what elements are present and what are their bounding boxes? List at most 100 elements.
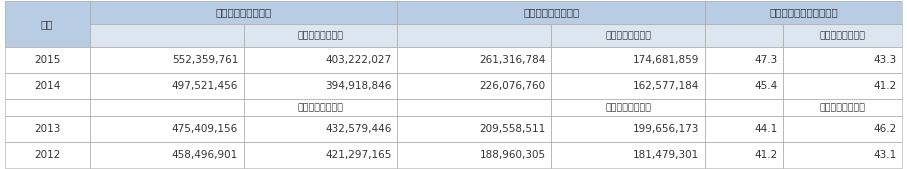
Text: 2014: 2014 bbox=[34, 81, 61, 91]
Bar bbox=[551, 73, 705, 99]
Text: 47.3: 47.3 bbox=[755, 55, 777, 65]
Bar bbox=[90, 142, 244, 168]
Text: 209,558,511: 209,558,511 bbox=[480, 124, 546, 134]
Bar bbox=[5, 73, 90, 99]
Bar bbox=[397, 1, 705, 24]
Bar bbox=[783, 73, 902, 99]
Bar bbox=[705, 99, 783, 116]
Bar bbox=[705, 99, 783, 116]
Text: 2012: 2012 bbox=[34, 150, 61, 160]
Text: 226,076,760: 226,076,760 bbox=[480, 81, 546, 91]
Bar bbox=[397, 142, 551, 168]
Bar bbox=[783, 99, 902, 116]
Bar bbox=[5, 99, 90, 116]
Bar bbox=[705, 73, 783, 99]
Bar bbox=[5, 142, 90, 168]
Bar bbox=[551, 24, 705, 47]
Bar bbox=[397, 73, 551, 99]
Text: 432,579,446: 432,579,446 bbox=[326, 124, 392, 134]
Text: 41.2: 41.2 bbox=[873, 81, 897, 91]
Bar bbox=[90, 24, 244, 47]
Text: 174,681,859: 174,681,859 bbox=[633, 55, 699, 65]
Text: 43.1: 43.1 bbox=[873, 150, 897, 160]
Bar bbox=[551, 47, 705, 73]
Text: うち改善促進手続: うち改善促進手続 bbox=[605, 31, 651, 40]
Bar bbox=[244, 142, 397, 168]
Bar bbox=[783, 142, 902, 168]
Text: 全申請・届出等件数: 全申請・届出等件数 bbox=[216, 8, 272, 18]
Bar bbox=[244, 24, 397, 47]
Bar bbox=[90, 47, 244, 73]
Text: 2013: 2013 bbox=[34, 124, 61, 134]
Text: うち改善促進手続: うち改善促進手続 bbox=[297, 31, 344, 40]
Bar bbox=[397, 47, 551, 73]
Bar bbox=[551, 47, 705, 73]
Bar bbox=[5, 99, 90, 116]
Text: 43.3: 43.3 bbox=[873, 55, 897, 65]
Bar bbox=[244, 47, 397, 73]
Text: 188,960,305: 188,960,305 bbox=[480, 150, 546, 160]
Bar bbox=[397, 99, 551, 116]
Text: 421,297,165: 421,297,165 bbox=[326, 150, 392, 160]
Bar bbox=[90, 99, 244, 116]
Bar bbox=[783, 142, 902, 168]
Bar bbox=[551, 116, 705, 142]
Bar bbox=[397, 24, 551, 47]
Text: 552,359,761: 552,359,761 bbox=[171, 55, 239, 65]
Text: オンライン利用件数: オンライン利用件数 bbox=[523, 8, 580, 18]
Text: 46.2: 46.2 bbox=[873, 124, 897, 134]
Bar bbox=[551, 24, 705, 47]
Bar bbox=[90, 99, 244, 116]
Text: （うち重点手続）: （うち重点手続） bbox=[820, 103, 865, 112]
Text: 497,521,456: 497,521,456 bbox=[171, 81, 239, 91]
Bar bbox=[705, 47, 783, 73]
Bar bbox=[90, 73, 244, 99]
Bar bbox=[90, 47, 244, 73]
Text: （うち重点手続）: （うち重点手続） bbox=[605, 103, 651, 112]
Bar bbox=[244, 47, 397, 73]
Bar bbox=[397, 47, 551, 73]
Bar bbox=[90, 1, 397, 24]
Text: 2015: 2015 bbox=[34, 55, 61, 65]
Bar bbox=[90, 73, 244, 99]
Bar bbox=[5, 47, 90, 73]
Bar bbox=[5, 116, 90, 142]
Bar bbox=[397, 116, 551, 142]
Text: 181,479,301: 181,479,301 bbox=[633, 150, 699, 160]
Bar bbox=[551, 116, 705, 142]
Bar bbox=[551, 99, 705, 116]
Text: 403,222,027: 403,222,027 bbox=[326, 55, 392, 65]
Bar bbox=[244, 99, 397, 116]
Bar bbox=[783, 99, 902, 116]
Text: 475,409,156: 475,409,156 bbox=[171, 124, 239, 134]
Bar bbox=[5, 142, 90, 168]
Bar bbox=[705, 24, 783, 47]
Bar bbox=[90, 116, 244, 142]
Bar bbox=[705, 47, 783, 73]
Text: 44.1: 44.1 bbox=[755, 124, 777, 134]
Bar bbox=[705, 24, 783, 47]
Text: うち改善促進手続: うち改善促進手続 bbox=[820, 31, 865, 40]
Bar bbox=[244, 116, 397, 142]
Bar bbox=[551, 99, 705, 116]
Bar bbox=[397, 1, 705, 24]
Bar bbox=[783, 24, 902, 47]
Bar bbox=[551, 142, 705, 168]
Bar bbox=[783, 24, 902, 47]
Text: （うち重点手続）: （うち重点手続） bbox=[297, 103, 344, 112]
Bar bbox=[397, 73, 551, 99]
Bar bbox=[5, 73, 90, 99]
Bar bbox=[5, 1, 90, 47]
Bar bbox=[90, 116, 244, 142]
Bar bbox=[551, 73, 705, 99]
Bar bbox=[90, 1, 397, 24]
Text: 199,656,173: 199,656,173 bbox=[633, 124, 699, 134]
Bar bbox=[783, 47, 902, 73]
Bar bbox=[244, 99, 397, 116]
Bar bbox=[705, 142, 783, 168]
Bar bbox=[705, 142, 783, 168]
Bar bbox=[705, 73, 783, 99]
Bar bbox=[244, 24, 397, 47]
Bar bbox=[397, 24, 551, 47]
Bar bbox=[244, 73, 397, 99]
